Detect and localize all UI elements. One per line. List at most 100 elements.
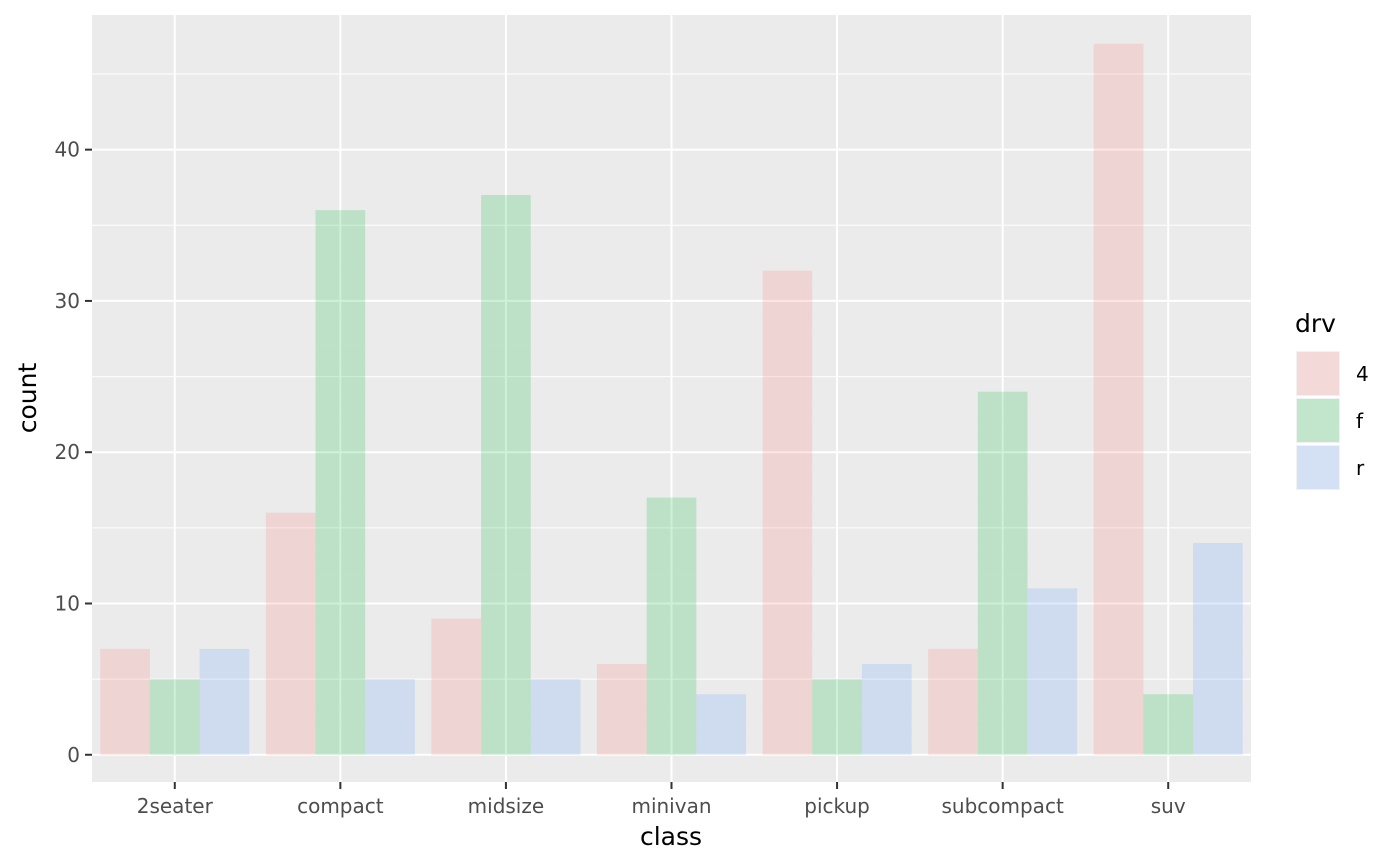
bar-segment-4-pickup <box>762 573 813 589</box>
bar-segment-4-subcompact <box>928 739 978 755</box>
bar-segment-r-compact <box>365 739 415 755</box>
y-axis-title: count <box>13 363 42 434</box>
bar-segment-f-midsize <box>481 603 531 619</box>
bar-segment-4-suv <box>1093 467 1144 483</box>
bar-segment-r-suv <box>1193 542 1243 559</box>
bar-segment-4-pickup <box>762 437 813 453</box>
bar-segment-4-suv <box>1093 391 1144 407</box>
bar-segment-f-pickup <box>812 724 862 740</box>
bar-segment-4-midsize <box>431 633 482 649</box>
bar-segment-f-subcompact <box>977 421 1028 438</box>
bar-segment-4-pickup <box>762 633 813 649</box>
bar-segment-f-suv <box>1143 724 1194 740</box>
bar-segment-4-subcompact <box>928 724 978 740</box>
bar-segment-4-pickup <box>762 512 813 528</box>
bar-segment-4-pickup <box>762 391 813 407</box>
bar-segment-r-subcompact <box>1027 648 1078 664</box>
bar-segment-f-compact <box>315 709 366 725</box>
bar-segment-4-suv <box>1093 421 1144 438</box>
bar-segment-4-suv <box>1093 542 1144 559</box>
bar-segment-f-compact <box>315 573 366 589</box>
bar-segment-4-pickup <box>762 527 813 543</box>
bar-segment-f-midsize <box>481 664 531 680</box>
bar-segment-4-compact <box>265 709 316 725</box>
bar-segment-f-compact <box>315 452 366 468</box>
bar-segment-4-midsize <box>431 694 482 710</box>
bar-segment-r-2seater <box>199 709 250 725</box>
bar-segment-f-2seater <box>149 694 200 710</box>
bar-segment-f-minivan <box>646 573 697 589</box>
bar-segment-f-compact <box>315 210 366 271</box>
bar-segment-r-suv <box>1193 558 1243 574</box>
bar-segment-r-subcompact <box>1027 633 1078 649</box>
bar-segment-4-compact <box>265 694 316 710</box>
bar-segment-4-suv <box>1093 603 1144 619</box>
bar-segment-f-midsize <box>481 300 531 317</box>
bar-segment-f-minivan <box>646 588 697 604</box>
bar-segment-4-compact <box>265 679 316 695</box>
bar-segment-4-pickup <box>762 618 813 634</box>
bar-segment-4-suv <box>1093 300 1144 317</box>
bar-segment-4-compact <box>265 527 316 543</box>
bar-segment-f-midsize <box>481 618 531 634</box>
bar-segment-f-subcompact <box>977 724 1028 740</box>
bar-segment-f-minivan <box>646 497 697 543</box>
bar-segment-4-subcompact <box>928 709 978 725</box>
bar-segment-f-midsize <box>481 709 531 725</box>
bar-segment-r-subcompact <box>1027 603 1078 619</box>
bar-segment-f-midsize <box>481 558 531 574</box>
bar-segment-4-suv <box>1093 43 1144 59</box>
bar-segment-r-pickup <box>861 694 912 710</box>
bar-segment-f-compact <box>315 376 366 392</box>
bar-segment-f-subcompact <box>977 437 1028 453</box>
bar-segment-f-midsize <box>481 633 531 649</box>
bar-segment-4-compact <box>265 739 316 755</box>
x-tick-label: suv <box>1151 794 1186 818</box>
bar-segment-4-suv <box>1093 679 1144 695</box>
bar-segment-4-compact <box>265 573 316 589</box>
bar-segment-f-compact <box>315 603 366 619</box>
bar-segment-f-subcompact <box>977 618 1028 634</box>
bar-segment-4-subcompact <box>928 664 978 680</box>
bar-segment-f-subcompact <box>977 542 1028 559</box>
bar-segment-4-suv <box>1093 346 1144 362</box>
bar-segment-4-suv <box>1093 164 1144 180</box>
bar-segment-f-midsize <box>481 648 531 664</box>
x-tick-label: midsize <box>468 794 545 818</box>
bar-segment-f-compact <box>315 497 366 513</box>
y-tick-label: 0 <box>67 743 80 767</box>
bar-segment-4-compact <box>265 724 316 740</box>
bar-segment-4-pickup <box>762 542 813 559</box>
bar-segment-f-compact <box>315 527 366 543</box>
bar-segment-f-minivan <box>646 542 697 574</box>
bar-segment-4-suv <box>1093 482 1144 498</box>
bar-segment-4-pickup <box>762 497 813 513</box>
bar-segment-r-suv <box>1193 648 1243 664</box>
bar-segment-r-suv <box>1193 679 1243 695</box>
x-tick-label: compact <box>297 794 384 818</box>
bar-segment-4-suv <box>1093 89 1144 105</box>
bar-segment-r-suv <box>1193 603 1243 619</box>
bar-segment-f-midsize <box>481 724 531 740</box>
bar-segment-f-2seater <box>149 679 200 695</box>
bar-segment-f-compact <box>315 391 366 407</box>
y-axis: 0 10 20 30 40 <box>55 138 92 767</box>
bar-segment-f-subcompact <box>977 406 1028 422</box>
x-tick-label: 2seater <box>137 794 214 818</box>
bar-segment-f-midsize <box>481 542 531 559</box>
bar-segment-f-midsize <box>481 331 531 347</box>
grid-major <box>92 15 1251 782</box>
bar-segment-4-pickup <box>762 361 813 377</box>
bar-segment-4-suv <box>1093 270 1144 286</box>
bar-segment-f-suv <box>1143 739 1194 755</box>
bars <box>100 43 1243 755</box>
bar-segment-f-compact <box>315 739 366 755</box>
bar-segment-f-minivan <box>646 664 697 680</box>
bar-segment-4-suv <box>1093 134 1144 150</box>
bar-segment-4-compact <box>265 603 316 619</box>
bar-segment-f-2seater <box>149 724 200 740</box>
bar-segment-4-pickup <box>762 558 813 574</box>
bar-segment-4-midsize <box>431 618 482 634</box>
bar-segment-r-suv <box>1193 664 1243 680</box>
bar-segment-r-compact <box>365 679 415 725</box>
